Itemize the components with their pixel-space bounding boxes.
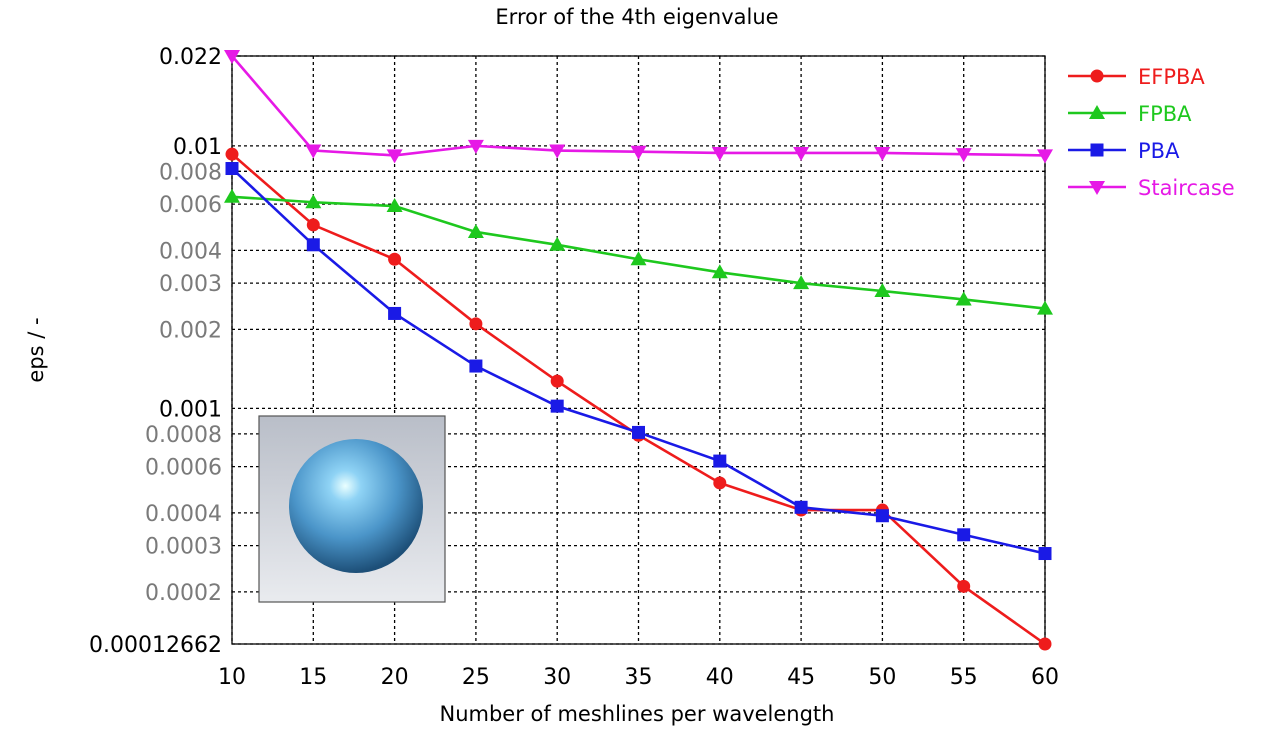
legend-item-fpba: FPBA [1068, 102, 1192, 126]
data-point [630, 145, 647, 160]
x-tick-label: 10 [218, 665, 246, 690]
x-tick-label: 50 [868, 665, 896, 690]
x-tick-label: 25 [462, 665, 490, 690]
data-point [793, 275, 810, 290]
y-tick-label: 0.006 [159, 193, 222, 218]
data-point [224, 188, 240, 203]
y-tick-label: 0.0002 [145, 581, 222, 606]
x-tick-label: 35 [625, 665, 653, 690]
x-tick-label: 40 [706, 665, 734, 690]
data-point [794, 500, 808, 514]
legend-item-pba: PBA [1068, 139, 1180, 163]
y-axis-label: eps / - [24, 317, 48, 382]
data-point [306, 238, 320, 252]
y-axis-ticks: 0.0220.010.0080.0060.0040.0030.0020.0010… [89, 45, 222, 658]
y-tick-label: 0.022 [159, 45, 222, 70]
series-staircase [224, 50, 1053, 164]
data-point [549, 144, 566, 159]
data-point [630, 251, 647, 266]
x-tick-label: 15 [299, 665, 327, 690]
data-point [1037, 149, 1053, 164]
x-tick-label: 30 [543, 665, 571, 690]
data-point [955, 291, 972, 306]
data-point [713, 476, 727, 490]
data-point [1037, 300, 1053, 315]
inset-image [258, 415, 446, 603]
legend-label: FPBA [1138, 102, 1192, 126]
data-point [1038, 547, 1052, 561]
x-axis-label: Number of meshlines per wavelength [440, 702, 835, 726]
data-point [388, 306, 402, 320]
y-tick-label: 0.0004 [145, 502, 222, 527]
data-point [1038, 637, 1052, 651]
legend-marker [1090, 69, 1104, 83]
data-point [306, 218, 320, 232]
y-tick-label: 0.001 [159, 397, 222, 422]
legend-item-staircase: Staircase [1068, 176, 1235, 200]
y-tick-label: 0.01 [173, 135, 222, 160]
data-point [225, 147, 239, 161]
data-point [874, 146, 891, 161]
data-point [875, 509, 889, 523]
x-tick-label: 45 [787, 665, 815, 690]
data-point [711, 146, 728, 161]
x-tick-label: 55 [950, 665, 978, 690]
y-tick-label: 0.0006 [145, 456, 222, 481]
sphere-icon [289, 439, 423, 573]
x-tick-label: 60 [1031, 665, 1059, 690]
x-axis-ticks: 10 15 20 25 30 35 40 45 50 55 60 [218, 665, 1059, 690]
y-tick-label: 0.002 [159, 318, 222, 343]
data-point [955, 148, 972, 163]
data-point [225, 162, 239, 176]
legend: EFPBA FPBA PBA Staircase [1068, 65, 1235, 200]
data-point [386, 149, 403, 164]
data-point [305, 194, 322, 209]
data-point [957, 579, 971, 593]
data-point [957, 528, 971, 542]
legend-marker [1090, 143, 1104, 157]
y-tick-label: 0.003 [159, 272, 222, 297]
y-tick-label: 0.0008 [145, 423, 222, 448]
data-point [469, 317, 483, 331]
legend-item-efpba: EFPBA [1068, 65, 1205, 89]
y-tick-label: 0.004 [159, 239, 222, 264]
chart-title: Error of the 4th eigenvalue [495, 5, 778, 29]
data-point [713, 454, 727, 468]
data-point [467, 139, 484, 154]
legend-label: PBA [1138, 139, 1180, 163]
data-point [467, 223, 484, 238]
data-point [874, 283, 891, 298]
data-point [388, 252, 402, 266]
data-point [632, 425, 645, 439]
data-point [224, 50, 240, 64]
legend-label: Staircase [1138, 176, 1235, 200]
series-pba [225, 162, 1052, 561]
y-tick-label: 0.00012662 [89, 633, 222, 658]
series-fpba [224, 188, 1053, 315]
plot-frame [231, 55, 1046, 645]
legend-marker [1089, 105, 1105, 119]
data-point [550, 374, 564, 388]
x-tick-label: 20 [381, 665, 409, 690]
data-point [550, 399, 564, 413]
y-tick-label: 0.0003 [145, 535, 222, 560]
y-tick-label: 0.008 [159, 160, 222, 185]
data-point [305, 144, 322, 159]
data-point [549, 236, 566, 251]
legend-label: EFPBA [1138, 65, 1205, 89]
data-point [386, 198, 403, 213]
data-point [711, 264, 728, 279]
legend-marker [1089, 181, 1105, 195]
data-point [469, 359, 483, 373]
data-point [793, 146, 810, 161]
series [224, 50, 1053, 651]
